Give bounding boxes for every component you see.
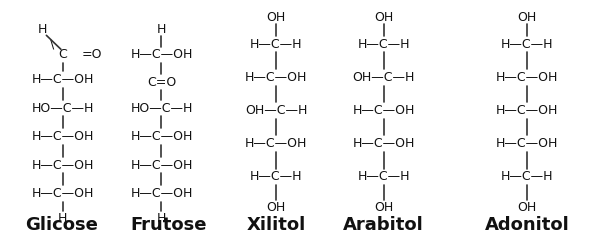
Text: H—C—OH: H—C—OH	[496, 137, 558, 150]
Text: =O: =O	[82, 48, 103, 61]
Text: Frutose: Frutose	[130, 216, 207, 234]
Text: H: H	[157, 212, 166, 225]
Text: H—C—OH: H—C—OH	[130, 159, 193, 172]
Text: OH—C—H: OH—C—H	[245, 104, 307, 117]
Text: OH: OH	[266, 201, 286, 214]
Text: H—C—OH: H—C—OH	[130, 130, 193, 143]
Text: OH: OH	[266, 12, 286, 24]
Text: H—C—OH: H—C—OH	[245, 71, 307, 84]
Text: OH: OH	[374, 12, 393, 24]
Text: OH: OH	[374, 201, 393, 214]
Text: C=O: C=O	[147, 76, 176, 89]
Text: H—C—OH: H—C—OH	[496, 71, 558, 84]
Text: Arabitol: Arabitol	[343, 216, 424, 234]
Text: H—C—H: H—C—H	[358, 170, 410, 183]
Text: Adonitol: Adonitol	[485, 216, 569, 234]
Text: \: \	[50, 38, 54, 51]
Text: H—C—OH: H—C—OH	[130, 187, 193, 200]
Text: H—C—H: H—C—H	[250, 38, 302, 51]
Text: H—C—OH: H—C—OH	[496, 104, 558, 117]
Text: H: H	[157, 23, 166, 36]
Text: H—C—OH: H—C—OH	[130, 48, 193, 61]
Text: H—C—H: H—C—H	[500, 38, 553, 51]
Text: H—C—H: H—C—H	[358, 38, 410, 51]
Text: H—C—H: H—C—H	[500, 170, 553, 183]
Text: HO—C—H: HO—C—H	[130, 102, 193, 115]
Text: OH—C—H: OH—C—H	[352, 71, 415, 84]
Text: Glicose: Glicose	[25, 216, 98, 234]
Text: OH: OH	[517, 12, 536, 24]
Text: H—C—OH: H—C—OH	[32, 73, 94, 86]
Text: H—C—OH: H—C—OH	[352, 104, 415, 117]
Text: H—C—OH: H—C—OH	[245, 137, 307, 150]
Text: H—C—OH: H—C—OH	[32, 159, 94, 172]
Text: C: C	[59, 48, 67, 61]
Text: H—C—OH: H—C—OH	[352, 137, 415, 150]
Text: H: H	[58, 212, 68, 225]
Text: H—C—OH: H—C—OH	[32, 130, 94, 143]
Text: Xilitol: Xilitol	[247, 216, 306, 234]
Text: H: H	[37, 23, 47, 36]
Text: H—C—H: H—C—H	[250, 170, 302, 183]
Text: H—C—OH: H—C—OH	[32, 187, 94, 200]
Text: OH: OH	[517, 201, 536, 214]
Text: HO—C—H: HO—C—H	[32, 102, 94, 115]
